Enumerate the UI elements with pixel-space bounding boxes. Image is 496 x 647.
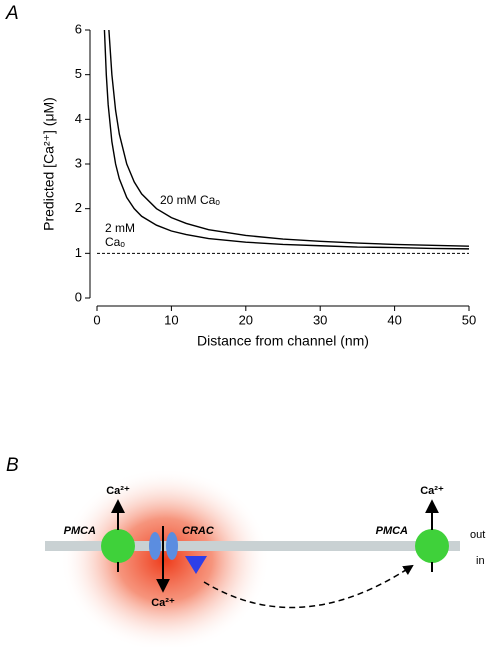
y-tick-label: 2 bbox=[75, 200, 82, 215]
y-tick-label: 5 bbox=[75, 66, 82, 81]
pump-label: PMCA bbox=[64, 525, 96, 537]
y-tick-label: 0 bbox=[75, 289, 82, 304]
plot-area bbox=[103, 30, 469, 250]
channel-subunit bbox=[149, 532, 161, 560]
channel-subunit bbox=[166, 532, 178, 560]
pump bbox=[101, 529, 135, 563]
x-axis-label: Distance from channel (nm) bbox=[197, 333, 369, 349]
pump bbox=[415, 529, 449, 563]
y-axis-label: Predicted [Ca²⁺] (μM) bbox=[41, 97, 57, 231]
diagram: B out in PMCA Ca²⁺ CRAC Ca²⁺ PMCA Ca²⁺ bbox=[6, 455, 485, 647]
x-tick-label: 10 bbox=[164, 312, 178, 327]
x-tick-label: 30 bbox=[313, 312, 327, 327]
ion-label: Ca²⁺ bbox=[151, 597, 175, 609]
pump-label: PMCA bbox=[376, 525, 408, 537]
chart: 0 1 2 3 4 5 6 0 10 20 30 40 50 Distance from channel … bbox=[41, 21, 477, 348]
side-label: out bbox=[470, 529, 485, 541]
y-tick-label: 4 bbox=[75, 111, 82, 126]
series-line bbox=[108, 30, 469, 247]
calcium-cloud bbox=[60, 468, 270, 647]
x-tick-label: 40 bbox=[387, 312, 401, 327]
sensor bbox=[185, 556, 207, 574]
y-tick-label: 1 bbox=[75, 245, 82, 260]
series-label: Caₒ bbox=[105, 235, 125, 249]
y-tick-label: 6 bbox=[75, 21, 82, 36]
signal-arrow bbox=[203, 564, 414, 609]
side-label: in bbox=[476, 555, 485, 567]
x-tick-label: 20 bbox=[239, 312, 253, 327]
series-label: 20 mM Caₒ bbox=[160, 193, 220, 207]
x-tick-label: 50 bbox=[462, 312, 476, 327]
membrane bbox=[45, 541, 460, 551]
series-line bbox=[103, 30, 469, 250]
series-label: 2 mM bbox=[105, 221, 135, 235]
channel-label: CRAC bbox=[182, 525, 215, 537]
ion-label: Ca²⁺ bbox=[420, 485, 444, 497]
panel-label: A bbox=[5, 3, 19, 24]
y-tick-label: 3 bbox=[75, 155, 82, 170]
panel-label: B bbox=[6, 455, 19, 476]
ion-label: Ca²⁺ bbox=[106, 485, 130, 497]
x-tick-label: 0 bbox=[93, 312, 100, 327]
